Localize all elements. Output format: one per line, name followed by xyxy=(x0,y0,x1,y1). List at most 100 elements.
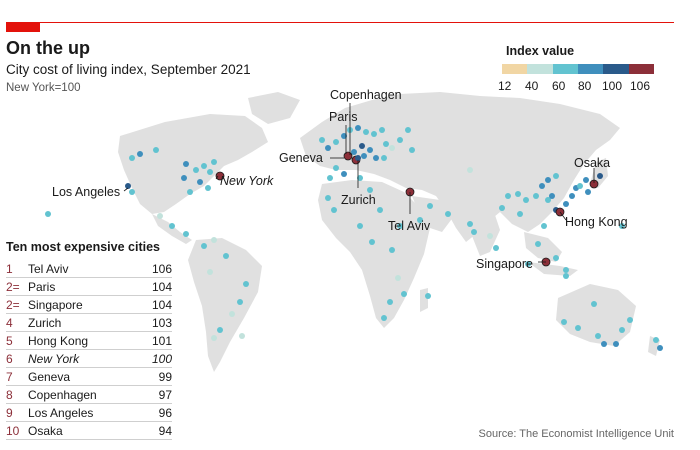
city-dot xyxy=(425,293,431,299)
city-dot xyxy=(355,125,361,131)
city-dot xyxy=(505,193,511,199)
legend-swatch xyxy=(577,64,604,74)
city-dot xyxy=(613,341,619,347)
city-dot xyxy=(575,325,581,331)
city-dot xyxy=(183,161,189,167)
table-row: 10 Osaka 94 xyxy=(6,421,172,440)
city-dot xyxy=(499,205,505,211)
indonesia xyxy=(528,262,578,276)
city-dot xyxy=(343,151,353,161)
city-dot xyxy=(205,185,211,191)
city-dot xyxy=(517,211,523,217)
city-dot xyxy=(211,237,217,243)
city-dot xyxy=(397,223,403,229)
legend-tick: 60 xyxy=(552,79,566,93)
table-row: 1 Tel Aviv 106 xyxy=(6,260,172,278)
index-note: New York=100 xyxy=(6,82,81,94)
rank-number: 7 xyxy=(6,367,28,386)
city-dot xyxy=(563,201,569,207)
city-dot xyxy=(367,147,373,153)
index-value: 94 xyxy=(139,421,172,440)
city-dot xyxy=(183,231,189,237)
city-name: Tel Aviv xyxy=(28,260,140,278)
rank-number: 8 xyxy=(6,385,28,404)
city-dot xyxy=(389,247,395,253)
city-dot xyxy=(361,153,367,159)
city-dot xyxy=(211,335,217,341)
north-america xyxy=(118,114,268,214)
source-note: Source: The Economist Intelligence Unit xyxy=(478,428,674,440)
legend-swatch xyxy=(628,64,654,74)
city-dot xyxy=(229,311,235,317)
city-name: Zurich xyxy=(28,313,140,332)
city-dot xyxy=(137,151,143,157)
city-dot xyxy=(359,143,365,149)
city-dot xyxy=(341,133,347,139)
city-dot xyxy=(553,255,559,261)
city-dot xyxy=(129,155,135,161)
city-dot xyxy=(351,149,357,155)
city-dot xyxy=(493,245,499,251)
city-dot xyxy=(545,197,551,203)
city-dot xyxy=(553,173,559,179)
city-dot xyxy=(211,159,217,165)
city-dot xyxy=(395,275,401,281)
australia xyxy=(556,284,636,346)
city-name: Singapore xyxy=(28,295,140,314)
city-dot xyxy=(549,193,555,199)
index-value: 103 xyxy=(139,313,172,332)
city-dot xyxy=(369,239,375,245)
city-dot xyxy=(341,171,347,177)
city-dot xyxy=(381,155,387,161)
city-dot xyxy=(319,137,325,143)
city-dot xyxy=(193,167,199,173)
legend-tick: 40 xyxy=(525,79,539,93)
table-row: 2= Singapore 104 xyxy=(6,295,172,314)
city-dot xyxy=(215,171,225,181)
city-dot xyxy=(357,223,363,229)
label-los-angeles: Los Angeles xyxy=(52,185,120,199)
city-name: Copenhagen xyxy=(28,385,140,404)
ranking-title: Ten most expensive cities xyxy=(6,240,160,254)
rank-number: 6 xyxy=(6,349,28,368)
city-dot xyxy=(515,191,521,197)
city-dot xyxy=(197,179,203,185)
india xyxy=(466,206,500,256)
city-dot xyxy=(525,261,531,267)
city-dot xyxy=(169,223,175,229)
leader-lines xyxy=(123,103,595,263)
city-dot xyxy=(467,167,473,173)
southeast-asia xyxy=(524,232,562,262)
city-dot xyxy=(563,267,569,273)
city-dot xyxy=(371,131,377,137)
city-dot xyxy=(533,193,539,199)
city-dot xyxy=(595,333,601,339)
city-dot xyxy=(129,189,135,195)
page-subtitle: City cost of living index, September 202… xyxy=(6,62,251,77)
city-dot xyxy=(237,299,243,305)
city-dot xyxy=(417,217,423,223)
city-dot xyxy=(363,129,369,135)
page-title: On the up xyxy=(6,38,90,58)
city-dot xyxy=(535,241,541,247)
label-copenhagen: Copenhagen xyxy=(330,88,402,102)
city-dot xyxy=(325,145,331,151)
city-dot xyxy=(377,207,383,213)
city-dot xyxy=(333,139,339,145)
city-dot xyxy=(563,273,569,279)
greenland xyxy=(248,92,300,124)
legend-swatch xyxy=(552,64,578,74)
city-dot xyxy=(367,187,373,193)
index-value: 97 xyxy=(139,385,172,404)
city-dot xyxy=(201,243,207,249)
legend-swatch xyxy=(502,64,528,74)
index-value: 104 xyxy=(139,277,172,296)
city-dot xyxy=(207,269,213,275)
city-dot xyxy=(545,177,551,183)
city-dot xyxy=(223,253,229,259)
index-value: 96 xyxy=(139,403,172,422)
arabia xyxy=(412,196,454,232)
table-row: 7 Geneva 99 xyxy=(6,367,172,386)
city-dot xyxy=(539,183,545,189)
city-dot xyxy=(523,197,529,203)
